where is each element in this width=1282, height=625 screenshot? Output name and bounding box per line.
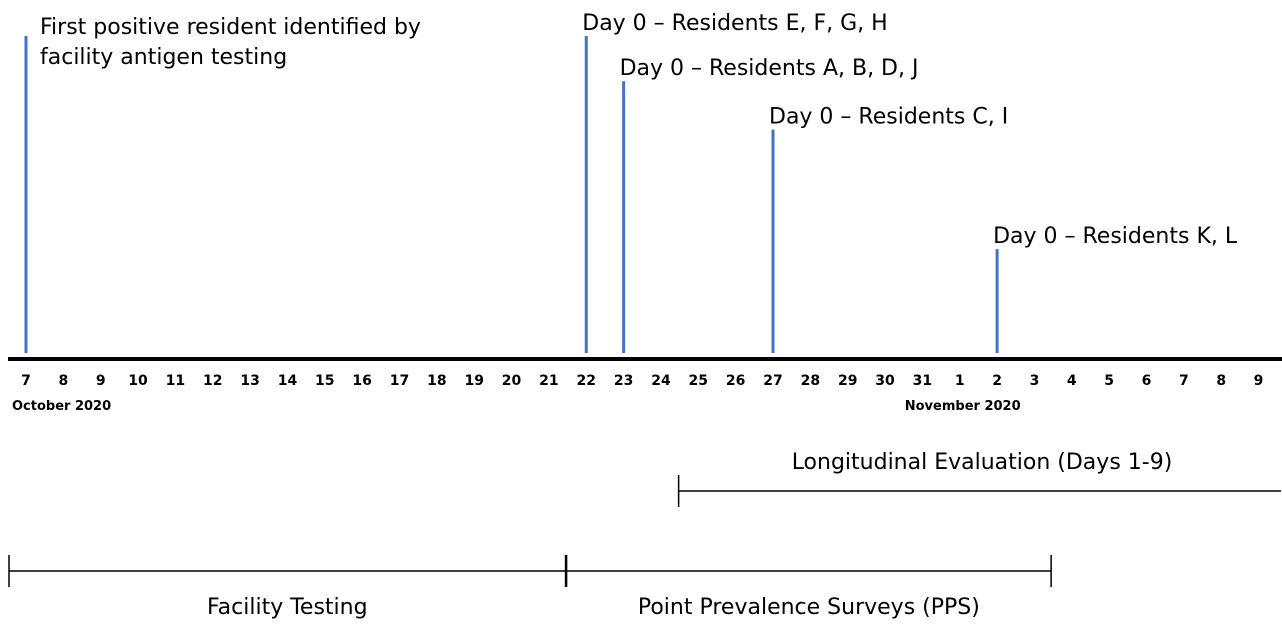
day-tick-label: 3 — [1030, 373, 1040, 389]
day-tick-label: 23 — [614, 373, 633, 389]
day-tick-label: 9 — [1254, 373, 1264, 389]
day-tick-label: 7 — [21, 373, 31, 389]
day-tick-label: 9 — [96, 373, 106, 389]
day-tick-label: 31 — [913, 373, 932, 389]
day-tick-label: 17 — [390, 373, 409, 389]
day-tick-label: 5 — [1104, 373, 1114, 389]
day-tick-label: 1 — [955, 373, 965, 389]
day-tick-label: 8 — [1216, 373, 1226, 389]
day-tick-label: 24 — [651, 373, 671, 389]
day-tick-label: 29 — [838, 373, 857, 389]
event-label: Day 0 – Residents C, I — [769, 105, 1008, 130]
day-tick-label: 6 — [1142, 373, 1152, 389]
day-tick-label: 27 — [763, 373, 782, 389]
day-tick-label: 14 — [278, 373, 298, 389]
month-label: October 2020 — [12, 399, 111, 414]
day-tick-label: 25 — [689, 373, 708, 389]
day-tick-label: 15 — [315, 373, 334, 389]
event-label: Day 0 – Residents K, L — [993, 224, 1238, 249]
event-label: Day 0 – Residents E, F, G, H — [582, 11, 887, 36]
event-label: Day 0 – Residents A, B, D, J — [620, 56, 919, 81]
day-tick-label: 13 — [240, 373, 259, 389]
day-tick-label: 7 — [1179, 373, 1189, 389]
day-tick-label: 22 — [577, 373, 596, 389]
day-tick-label: 30 — [875, 373, 895, 389]
day-tick-label: 18 — [427, 373, 446, 389]
day-tick-label: 12 — [203, 373, 222, 389]
day-tick-label: 26 — [726, 373, 745, 389]
event-label: First positive resident identified by — [40, 15, 421, 40]
day-tick-label: 16 — [352, 373, 371, 389]
day-tick-label: 21 — [539, 373, 558, 389]
day-tick-label: 4 — [1067, 373, 1077, 389]
day-tick-label: 28 — [801, 373, 820, 389]
day-tick-label: 2 — [992, 373, 1002, 389]
day-tick-label: 8 — [58, 373, 68, 389]
day-tick-label: 10 — [128, 373, 148, 389]
day-tick-label: 20 — [502, 373, 522, 389]
day-tick-label: 19 — [464, 373, 483, 389]
period-label: Point Prevalence Surveys (PPS) — [638, 595, 980, 620]
event-label: facility antigen testing — [40, 45, 287, 70]
month-label: November 2020 — [905, 399, 1021, 414]
period-label: Longitudinal Evaluation (Days 1-9) — [792, 450, 1173, 475]
day-tick-label: 11 — [166, 373, 185, 389]
period-label: Facility Testing — [207, 595, 368, 620]
